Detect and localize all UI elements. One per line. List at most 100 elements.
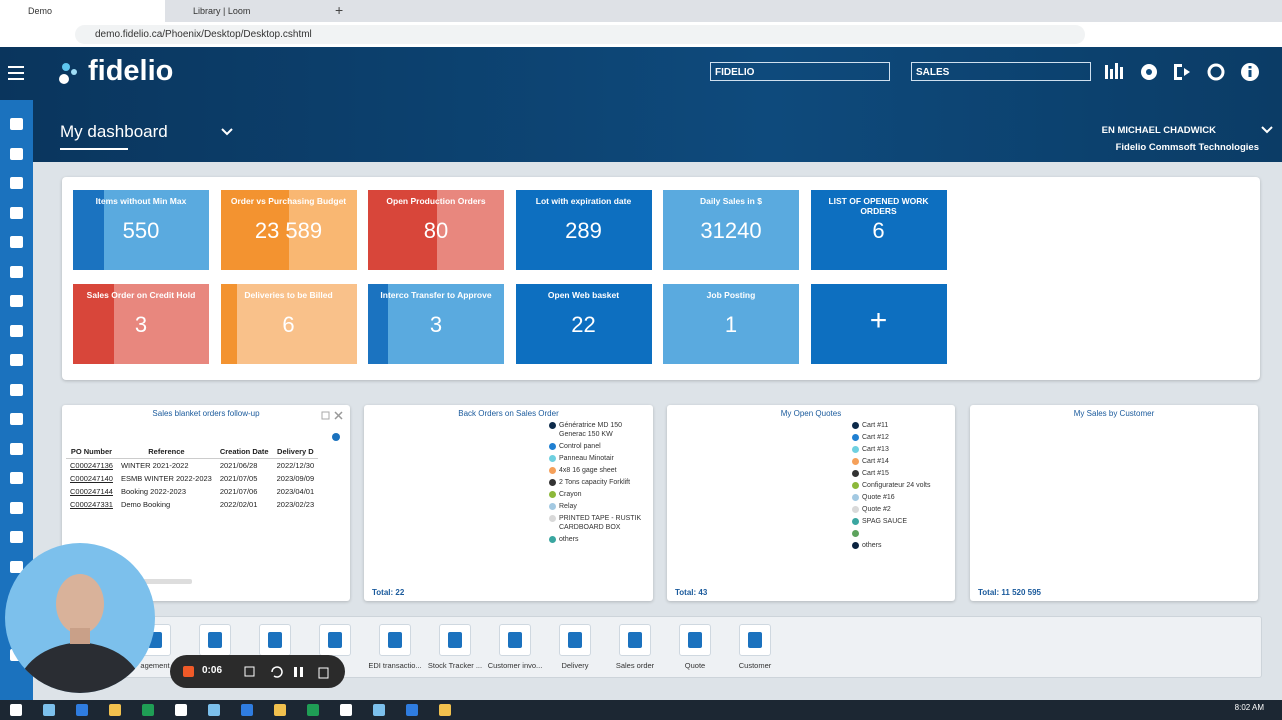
- user-chevron[interactable]: [1260, 125, 1274, 135]
- legend-item[interactable]: PRINTED TAPE - RUSTIK CARDBOARD BOX: [549, 514, 649, 532]
- legend-label: 4x8 16 gage sheet: [559, 467, 617, 474]
- sidebar-icon[interactable]: [10, 442, 23, 455]
- tab[interactable]: Library | Loom: [193, 6, 251, 16]
- tile[interactable]: Sales Order on Credit Hold 3: [73, 284, 209, 364]
- legend-item[interactable]: SPAG SAUCE: [852, 517, 952, 526]
- sidebar-icon[interactable]: [10, 295, 23, 307]
- shortcut-glyph: [388, 632, 402, 648]
- legend-item[interactable]: Cart #12: [852, 433, 952, 442]
- taskbar-icon[interactable]: [10, 704, 22, 716]
- taskbar-icon[interactable]: [307, 704, 319, 716]
- legend-item[interactable]: Quote #16: [852, 493, 952, 502]
- legend-item[interactable]: Configurateur 24 volts: [852, 481, 952, 490]
- legend-label: Panneau Minotair: [559, 455, 614, 462]
- sidebar-icon[interactable]: [10, 531, 23, 543]
- taskbar-icon[interactable]: [175, 704, 187, 716]
- header-icons[interactable]: [1100, 59, 1260, 85]
- tile[interactable]: Items without Min Max 550: [73, 190, 209, 270]
- taskbar-icon[interactable]: [109, 704, 121, 716]
- table-cell[interactable]: C000247136: [70, 461, 113, 470]
- page-title: My dashboard: [60, 122, 168, 141]
- legend-item[interactable]: 2 Tons capacity Forklift: [549, 478, 649, 487]
- shortcut-glyph: [568, 632, 582, 648]
- shortcut[interactable]: Stock Tracker ...: [425, 624, 485, 670]
- legend-label: Quote #16: [862, 494, 895, 501]
- company-select[interactable]: FIDELIO: [710, 62, 890, 81]
- sidebar-icon[interactable]: [10, 383, 23, 396]
- new-tab[interactable]: +: [335, 2, 344, 18]
- sidebar-icon[interactable]: [10, 118, 23, 130]
- tile[interactable]: Lot with expiration date 289: [515, 190, 652, 270]
- tile-title: Open Production Orders: [386, 196, 486, 206]
- legend-item[interactable]: Quote #2: [852, 505, 952, 514]
- taskbar-icon[interactable]: [274, 704, 286, 716]
- shortcut[interactable]: Quote: [665, 624, 725, 670]
- dashboard-chevron[interactable]: [220, 127, 234, 137]
- sidebar-icon[interactable]: [10, 177, 23, 189]
- sidebar-icon[interactable]: [10, 472, 23, 484]
- legend-item[interactable]: Cart #15: [852, 469, 952, 478]
- legend-item[interactable]: Control panel: [549, 442, 649, 451]
- shortcut[interactable]: Customer: [725, 624, 785, 670]
- url[interactable]: demo.fidelio.ca/Phoenix/Desktop/Desktop.…: [75, 25, 1085, 44]
- tile[interactable]: Interco Transfer to Approve 3: [368, 284, 504, 364]
- module-select[interactable]: SALES: [911, 62, 1091, 81]
- tile[interactable]: LIST OF OPENED WORK ORDERS 6: [810, 190, 947, 270]
- shortcut[interactable]: Sales order: [605, 624, 665, 670]
- legend-item[interactable]: Génératrice MD 150 Generac 150 KW: [549, 421, 649, 439]
- taskbar-icon[interactable]: [43, 704, 55, 716]
- sidebar-icon[interactable]: [10, 413, 23, 425]
- tile[interactable]: Order vs Purchasing Budget 23 589: [220, 190, 357, 270]
- tile[interactable]: Open Production Orders 80: [368, 190, 504, 270]
- taskbar-icon[interactable]: [406, 704, 418, 716]
- sidebar-icon[interactable]: [10, 147, 23, 160]
- sidebar-icon[interactable]: [10, 501, 23, 514]
- legend-item[interactable]: Panneau Minotair: [549, 454, 649, 463]
- taskbar-icon[interactable]: [340, 704, 352, 716]
- user-name[interactable]: EN MICHAEL CHADWICK: [1101, 125, 1216, 136]
- table-cell[interactable]: C000247140: [70, 474, 113, 483]
- shortcut[interactable]: EDI transactio...: [365, 624, 425, 670]
- recorder-buttons[interactable]: [242, 664, 337, 680]
- widget-tools[interactable]: [320, 410, 346, 450]
- legend-item[interactable]: 4x8 16 gage sheet: [549, 466, 649, 475]
- tab[interactable]: Demo: [0, 0, 165, 22]
- legend-item[interactable]: Relay: [549, 502, 649, 511]
- legend-item[interactable]: Cart #13: [852, 445, 952, 454]
- tile[interactable]: Open Web basket 22: [515, 284, 652, 364]
- sidebar-icon[interactable]: [10, 560, 23, 573]
- shortcut[interactable]: [185, 624, 245, 656]
- tile[interactable]: +: [810, 284, 947, 364]
- sidebar-icon[interactable]: [10, 265, 23, 278]
- shortcut[interactable]: Delivery: [545, 624, 605, 670]
- legend-item[interactable]: Cart #11: [852, 421, 952, 430]
- legend-label: Cart #15: [862, 470, 889, 477]
- table-cell[interactable]: C000247144: [70, 487, 113, 496]
- sidebar-icon[interactable]: [10, 324, 23, 337]
- shortcut[interactable]: [245, 624, 305, 656]
- tile[interactable]: Deliveries to be Billed 6: [220, 284, 357, 364]
- sidebar-icon[interactable]: [10, 354, 23, 366]
- orders-table: PO Number Reference Creation Date Delivery …: [66, 445, 319, 511]
- taskbar-icon[interactable]: [76, 704, 88, 716]
- taskbar-icon[interactable]: [208, 704, 220, 716]
- stop-button[interactable]: [183, 666, 194, 677]
- sidebar-icon[interactable]: [10, 206, 23, 219]
- shortcut[interactable]: Customer invo...: [485, 624, 545, 670]
- taskbar-icon[interactable]: [142, 704, 154, 716]
- taskbar-icon[interactable]: [439, 704, 451, 716]
- sidebar-icon[interactable]: [10, 236, 23, 248]
- legend-item[interactable]: [852, 529, 952, 538]
- tile[interactable]: Job Posting 1: [663, 284, 799, 364]
- legend-item[interactable]: Cart #14: [852, 457, 952, 466]
- table-cell: Demo Booking: [120, 500, 171, 509]
- tile[interactable]: Daily Sales in $ 31240: [663, 190, 799, 270]
- legend-item[interactable]: others: [852, 541, 952, 550]
- taskbar-icon[interactable]: [241, 704, 253, 716]
- taskbar-icon[interactable]: [373, 704, 385, 716]
- menu-icon[interactable]: [8, 65, 28, 81]
- legend-item[interactable]: Crayon: [549, 490, 649, 499]
- legend-item[interactable]: others: [549, 535, 649, 544]
- table-cell[interactable]: C000247331: [70, 500, 113, 509]
- table-cell: 2022/12/30: [276, 461, 315, 470]
